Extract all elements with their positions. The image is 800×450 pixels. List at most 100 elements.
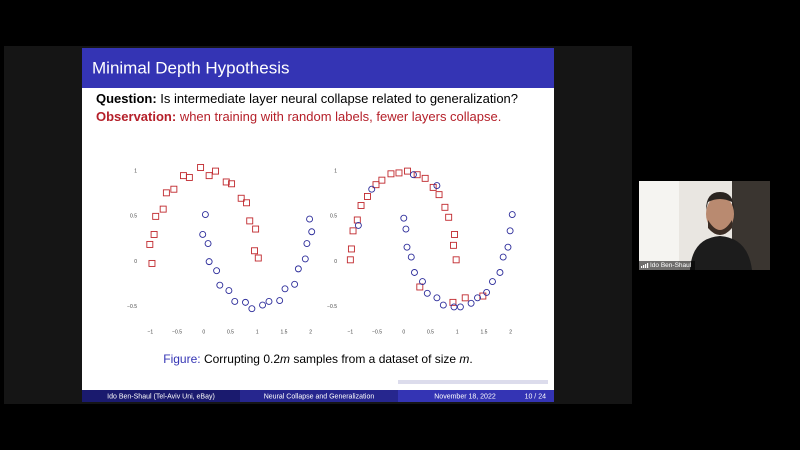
square-point bbox=[416, 283, 424, 291]
circle-point bbox=[303, 240, 311, 247]
circle-point bbox=[474, 294, 481, 302]
circle-point bbox=[368, 185, 376, 193]
observation-label: Observation: bbox=[96, 109, 176, 124]
square-point bbox=[150, 231, 158, 238]
square-point bbox=[148, 259, 156, 267]
circle-point bbox=[433, 294, 441, 302]
participant-name: Ido Ben-Shaul bbox=[650, 262, 692, 269]
square-point bbox=[445, 213, 453, 221]
signal-bar bbox=[647, 263, 649, 268]
square-point bbox=[254, 254, 262, 262]
circle-point bbox=[483, 288, 491, 296]
caption-part: Corrupting 0.2 bbox=[204, 352, 280, 366]
square-point bbox=[205, 172, 213, 180]
y-tick-label: 0 bbox=[134, 259, 137, 265]
x-tick-label: 0 bbox=[202, 329, 205, 335]
person-body bbox=[690, 236, 752, 270]
square-point bbox=[251, 247, 258, 255]
circle-point bbox=[496, 269, 504, 276]
observation-text: when training with random labels, fewer … bbox=[179, 109, 502, 124]
x-tick-label: 1.5 bbox=[280, 329, 287, 335]
circle-point bbox=[231, 298, 239, 305]
circle-point bbox=[294, 265, 302, 273]
square-point bbox=[212, 167, 219, 175]
video-tile: Ido Ben-Shaul bbox=[639, 181, 770, 270]
square-point bbox=[162, 189, 170, 197]
square-point bbox=[421, 174, 429, 182]
square-point bbox=[197, 164, 205, 171]
footer-author: Ido Ben-Shaul (Tel-Aviv Uni, eBay) bbox=[107, 393, 215, 400]
circle-point bbox=[199, 231, 207, 238]
y-tick-label: −0.5 bbox=[127, 304, 137, 310]
circle-point bbox=[259, 301, 267, 309]
nav-strip bbox=[398, 380, 548, 384]
footer-talk: Neural Collapse and Generalization bbox=[264, 393, 375, 400]
question-label: Question: bbox=[96, 91, 157, 106]
circle-point bbox=[407, 253, 415, 261]
x-tick-label: 0 bbox=[402, 329, 405, 335]
square-point bbox=[450, 241, 457, 249]
person-beard bbox=[708, 220, 732, 235]
square-point bbox=[395, 169, 403, 177]
circle-point bbox=[216, 281, 224, 289]
caption-part: samples from a dataset of size bbox=[290, 352, 459, 366]
square-point bbox=[222, 178, 230, 186]
circle-point bbox=[265, 298, 273, 305]
x-tick-label: 0.5 bbox=[427, 329, 434, 335]
x-tick-label: 2 bbox=[509, 329, 512, 335]
circle-point bbox=[225, 287, 233, 295]
y-tick-label: 0.5 bbox=[130, 214, 137, 220]
square-point bbox=[170, 185, 178, 193]
caption-part: . bbox=[469, 352, 472, 366]
square-point bbox=[364, 193, 371, 200]
x-tick-label: −1 bbox=[148, 329, 154, 335]
square-point bbox=[435, 191, 443, 199]
circle-point bbox=[248, 305, 256, 313]
footer-date: November 18, 2022 bbox=[434, 393, 496, 400]
circle-point bbox=[423, 289, 431, 297]
circle-point bbox=[354, 221, 362, 229]
title-bar bbox=[82, 48, 554, 88]
circle-point bbox=[467, 299, 475, 307]
signal-bar bbox=[643, 265, 645, 268]
x-tick-label: 1.5 bbox=[480, 329, 487, 335]
x-tick-label: −1 bbox=[348, 329, 354, 335]
square-point bbox=[347, 245, 355, 253]
footer-date-bg bbox=[398, 390, 554, 402]
circle-point bbox=[489, 278, 496, 285]
square-point bbox=[451, 231, 458, 238]
square-point bbox=[159, 205, 167, 213]
circle-point bbox=[508, 211, 516, 219]
square-point bbox=[252, 225, 260, 233]
circle-point bbox=[433, 182, 441, 190]
circle-point bbox=[291, 280, 299, 288]
circle-point bbox=[402, 225, 410, 233]
circle-point bbox=[306, 215, 314, 223]
square-point bbox=[449, 298, 457, 306]
x-tick-label: 1 bbox=[456, 329, 459, 335]
circle-point bbox=[506, 227, 514, 235]
caption: Figure: Corrupting 0.2m samples from a d… bbox=[163, 352, 473, 366]
square-point bbox=[346, 256, 354, 264]
caption-part: m bbox=[459, 352, 469, 366]
footer-page: 10 / 24 bbox=[525, 393, 547, 400]
signal-icon bbox=[641, 263, 649, 268]
square-point bbox=[243, 199, 250, 207]
square-point bbox=[357, 202, 365, 209]
x-tick-label: −0.5 bbox=[372, 329, 382, 335]
y-tick-label: 0 bbox=[334, 259, 337, 265]
square-point bbox=[413, 171, 421, 179]
slide-title: Minimal Depth Hypothesis bbox=[92, 58, 289, 77]
square-point bbox=[404, 167, 411, 175]
x-tick-label: 1 bbox=[256, 329, 259, 335]
square-point bbox=[387, 170, 395, 178]
y-tick-label: −0.5 bbox=[327, 304, 337, 310]
square-point bbox=[441, 203, 449, 211]
y-tick-label: 1 bbox=[134, 168, 137, 174]
footer-talk-bg bbox=[240, 390, 398, 402]
circle-point bbox=[204, 240, 212, 247]
slide bbox=[82, 48, 554, 402]
nav-icons bbox=[398, 380, 548, 384]
circle-point bbox=[411, 269, 418, 276]
